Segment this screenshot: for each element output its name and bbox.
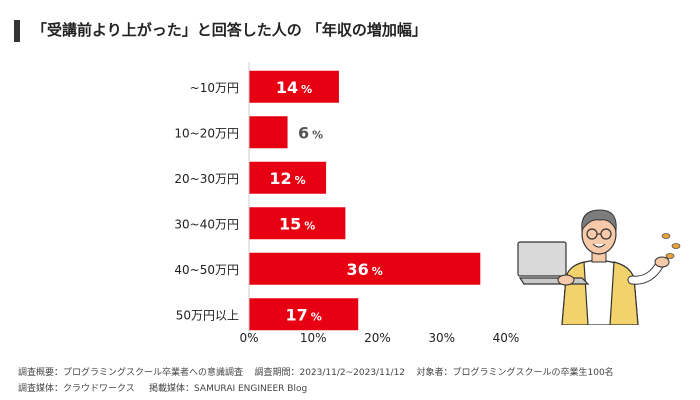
coins-icon xyxy=(661,233,681,259)
x-tick-label: 20% xyxy=(364,331,391,345)
person-with-laptop-illustration xyxy=(517,209,681,325)
chart-title: 「受講前より上がった」と回答した人の 「年収の増加幅」 xyxy=(32,21,427,39)
survey-medium: 調査媒体：クラウドワークス xyxy=(18,384,135,394)
bar xyxy=(249,252,481,285)
data-label: 36% xyxy=(347,260,383,279)
y-tick-label: 20~30万円 xyxy=(174,172,239,186)
bar xyxy=(249,161,327,194)
y-tick-label: 10~20万円 xyxy=(174,126,239,140)
bar xyxy=(249,116,288,149)
footer-notes: 調査概要：プログラミングスクール卒業者への意識調査 調査期間：2023/11/2… xyxy=(18,365,688,397)
x-tick-label: 0% xyxy=(239,331,258,345)
y-tick-label: 40~50万円 xyxy=(174,263,239,277)
x-tick-label: 30% xyxy=(428,331,455,345)
survey-period: 調査期間：2023/11/2~2023/11/12 xyxy=(254,368,406,378)
y-tick-label: 50万円以上 xyxy=(176,308,239,322)
y-tick-label: ~10万円 xyxy=(190,81,239,95)
publication-medium: 掲載媒体：SAMURAI ENGINEER Blog xyxy=(149,384,308,394)
x-tick-label: 40% xyxy=(493,331,520,345)
data-label: 15% xyxy=(279,214,315,233)
survey-target: 対象者：プログラミングスクールの卒業生100名 xyxy=(416,368,614,378)
data-label: 6% xyxy=(298,123,323,142)
data-label: 14% xyxy=(276,78,312,97)
survey-overview: 調査概要：プログラミングスクール卒業者への意識調査 xyxy=(18,368,244,378)
bar xyxy=(249,70,339,103)
bar xyxy=(249,298,359,331)
x-tick-label: 10% xyxy=(300,331,327,345)
bar xyxy=(249,207,346,240)
title-accent-bar xyxy=(14,20,20,42)
data-label: 12% xyxy=(269,169,305,188)
laptop-icon xyxy=(517,241,590,285)
data-label: 17% xyxy=(285,305,321,324)
y-tick-label: 30~40万円 xyxy=(174,217,239,231)
